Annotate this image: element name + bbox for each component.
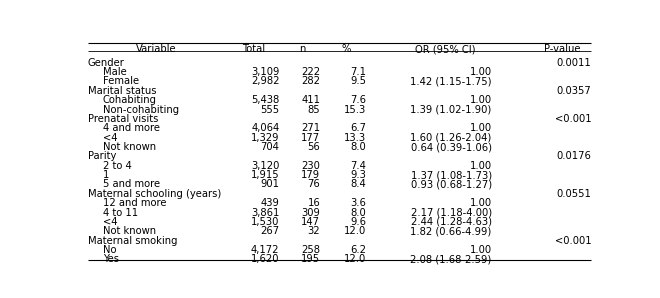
- Text: 4,064: 4,064: [251, 123, 279, 133]
- Text: 8.4: 8.4: [350, 179, 366, 190]
- Text: Yes: Yes: [103, 254, 119, 265]
- Text: Not known: Not known: [103, 226, 156, 236]
- Text: 411: 411: [302, 95, 320, 105]
- Text: Gender: Gender: [88, 58, 125, 68]
- Text: 15.3: 15.3: [344, 105, 366, 114]
- Text: 1: 1: [103, 170, 110, 180]
- Text: 9.5: 9.5: [350, 76, 366, 86]
- Text: 0.64 (0.39-1.06): 0.64 (0.39-1.06): [411, 142, 492, 152]
- Text: No: No: [103, 245, 116, 255]
- Text: 3,109: 3,109: [251, 67, 279, 77]
- Text: 1.00: 1.00: [469, 245, 492, 255]
- Text: 13.3: 13.3: [345, 133, 366, 143]
- Text: 12.0: 12.0: [344, 254, 366, 265]
- Text: 7.6: 7.6: [350, 95, 366, 105]
- Text: 6.7: 6.7: [350, 123, 366, 133]
- Text: 4 to 11: 4 to 11: [103, 208, 138, 218]
- Text: 555: 555: [260, 105, 279, 114]
- Text: 2.44 (1.28-4.63): 2.44 (1.28-4.63): [411, 217, 492, 227]
- Text: Marital status: Marital status: [88, 86, 156, 96]
- Text: 3,120: 3,120: [251, 161, 279, 171]
- Text: 5 and more: 5 and more: [103, 179, 160, 190]
- Text: <0.001: <0.001: [555, 114, 591, 124]
- Text: Male: Male: [103, 67, 127, 77]
- Text: OR (95% CI): OR (95% CI): [415, 44, 476, 54]
- Text: P-value: P-value: [544, 44, 580, 54]
- Text: 1.00: 1.00: [469, 123, 492, 133]
- Text: 0.0176: 0.0176: [556, 151, 591, 162]
- Text: Maternal schooling (years): Maternal schooling (years): [88, 189, 221, 199]
- Text: 8.0: 8.0: [350, 208, 366, 218]
- Text: 309: 309: [302, 208, 320, 218]
- Text: 2.08 (1.68-2.59): 2.08 (1.68-2.59): [411, 254, 492, 265]
- Text: 2 to 4: 2 to 4: [103, 161, 132, 171]
- Text: Female: Female: [103, 76, 139, 86]
- Text: 4,172: 4,172: [251, 245, 279, 255]
- Text: 3.6: 3.6: [350, 198, 366, 208]
- Text: 0.0357: 0.0357: [556, 86, 591, 96]
- Text: 1,530: 1,530: [251, 217, 279, 227]
- Text: 230: 230: [302, 161, 320, 171]
- Text: 1.00: 1.00: [469, 95, 492, 105]
- Text: Variable: Variable: [137, 44, 177, 54]
- Text: 1.39 (1.02-1.90): 1.39 (1.02-1.90): [411, 105, 492, 114]
- Text: 0.0011: 0.0011: [556, 58, 591, 68]
- Text: 1.37 (1.08-1.73): 1.37 (1.08-1.73): [411, 170, 492, 180]
- Text: 901: 901: [261, 179, 279, 190]
- Text: <0.001: <0.001: [555, 236, 591, 246]
- Text: 1,620: 1,620: [251, 254, 279, 265]
- Text: n: n: [299, 44, 306, 54]
- Text: 267: 267: [260, 226, 279, 236]
- Text: 56: 56: [308, 142, 320, 152]
- Text: 8.0: 8.0: [350, 142, 366, 152]
- Text: 195: 195: [301, 254, 320, 265]
- Text: 1.60 (1.26-2.04): 1.60 (1.26-2.04): [411, 133, 492, 143]
- Text: 2.17 (1.18-4.00): 2.17 (1.18-4.00): [411, 208, 492, 218]
- Text: 282: 282: [302, 76, 320, 86]
- Text: Maternal smoking: Maternal smoking: [88, 236, 177, 246]
- Text: Total: Total: [242, 44, 265, 54]
- Text: Non-cohabiting: Non-cohabiting: [103, 105, 179, 114]
- Text: 704: 704: [261, 142, 279, 152]
- Text: 0.93 (0.68-1.27): 0.93 (0.68-1.27): [411, 179, 492, 190]
- Text: 7.1: 7.1: [350, 67, 366, 77]
- Text: 147: 147: [302, 217, 320, 227]
- Text: 222: 222: [301, 67, 320, 77]
- Text: 1.00: 1.00: [469, 198, 492, 208]
- Text: 1,329: 1,329: [251, 133, 279, 143]
- Text: 177: 177: [301, 133, 320, 143]
- Text: 439: 439: [261, 198, 279, 208]
- Text: Not known: Not known: [103, 142, 156, 152]
- Text: <4: <4: [103, 133, 117, 143]
- Text: 1.00: 1.00: [469, 161, 492, 171]
- Text: 2,982: 2,982: [251, 76, 279, 86]
- Text: 179: 179: [301, 170, 320, 180]
- Text: 9.6: 9.6: [350, 217, 366, 227]
- Text: 32: 32: [308, 226, 320, 236]
- Text: 0.0551: 0.0551: [556, 189, 591, 199]
- Text: Cohabiting: Cohabiting: [103, 95, 157, 105]
- Text: 6.2: 6.2: [350, 245, 366, 255]
- Text: <4: <4: [103, 217, 117, 227]
- Text: 258: 258: [302, 245, 320, 255]
- Text: Parity: Parity: [88, 151, 116, 162]
- Text: %: %: [341, 44, 350, 54]
- Text: 3,861: 3,861: [251, 208, 279, 218]
- Text: 1.00: 1.00: [469, 67, 492, 77]
- Text: Prenatal visits: Prenatal visits: [88, 114, 158, 124]
- Text: 5,438: 5,438: [251, 95, 279, 105]
- Text: 1.42 (1.15-1.75): 1.42 (1.15-1.75): [411, 76, 492, 86]
- Text: 12.0: 12.0: [344, 226, 366, 236]
- Text: 1.82 (0.66-4.99): 1.82 (0.66-4.99): [411, 226, 492, 236]
- Text: 7.4: 7.4: [350, 161, 366, 171]
- Text: 85: 85: [308, 105, 320, 114]
- Text: 12 and more: 12 and more: [103, 198, 166, 208]
- Text: 16: 16: [308, 198, 320, 208]
- Text: 271: 271: [301, 123, 320, 133]
- Text: 1,915: 1,915: [251, 170, 279, 180]
- Text: 9.3: 9.3: [350, 170, 366, 180]
- Text: 76: 76: [308, 179, 320, 190]
- Text: 4 and more: 4 and more: [103, 123, 160, 133]
